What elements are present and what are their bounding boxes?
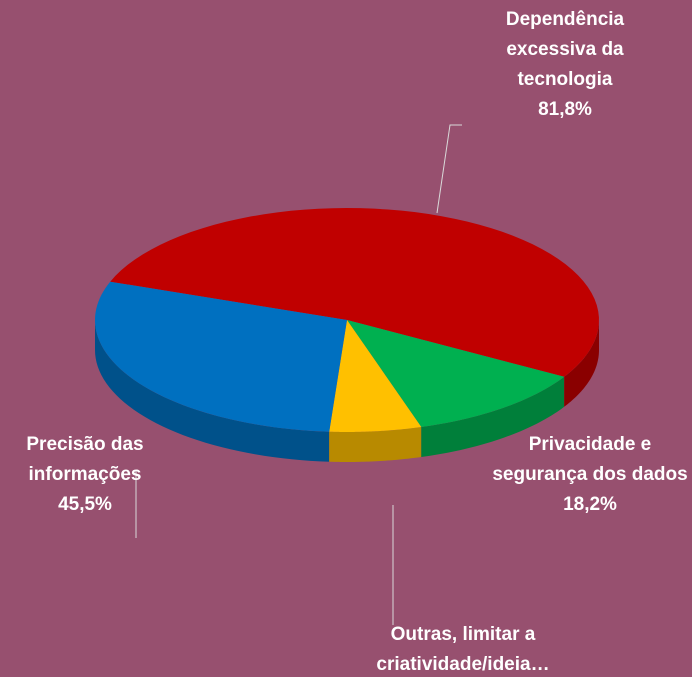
slice-label: Privacidade e segurança dos dados 18,2% [490,430,690,520]
value-label: 45,5% [58,494,112,515]
leader-line [436,124,462,214]
slice-label: Precisão das informações 45,5% [0,430,173,520]
slice-label: Outras, limitar a criatividade/ideia… [333,620,593,677]
value-label: 18,2% [563,494,617,515]
slice-side [95,320,330,462]
category-name: Precisão das informações [26,434,144,485]
slice-label: Dependência excessiva da tecnologia 81,8% [470,5,660,125]
slice [95,281,347,432]
slice-side [329,427,422,462]
slice [347,320,565,428]
category-name: Dependência excessiva da tecnologia [505,9,625,90]
slice-side [421,376,565,458]
category-name: Privacidade e segurança dos dados [492,434,688,485]
slice [110,208,599,377]
category-name: Outras, limitar a criatividade/ideia… [376,624,550,675]
value-label: 81,8% [538,99,592,120]
slice-side [564,320,599,407]
slice [329,320,422,432]
